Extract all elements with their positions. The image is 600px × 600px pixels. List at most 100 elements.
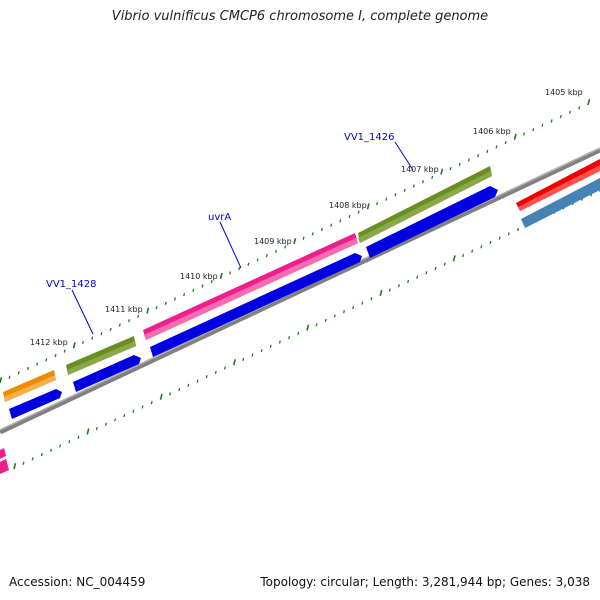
tick-mark — [164, 301, 167, 305]
tick-label: 1405 kbp — [545, 88, 583, 97]
tick-label: 1406 kbp — [473, 127, 511, 136]
tick-mark — [333, 314, 336, 318]
gene-label-uvra[interactable]: uvrA — [208, 212, 231, 223]
tick-mark — [146, 307, 150, 314]
gene-feature-shade — [358, 171, 492, 243]
tick-mark — [91, 336, 94, 340]
tick-mark — [59, 444, 62, 448]
tick-mark — [219, 272, 223, 279]
tick-mark — [394, 193, 397, 197]
gene-feature-blue[interactable] — [150, 253, 362, 357]
tick-mark — [550, 119, 553, 123]
tick-mark — [137, 314, 140, 319]
tick-mark — [36, 362, 39, 366]
tick-mark — [587, 98, 591, 106]
gene-label-vv1-1426[interactable]: VV1_1426 — [344, 132, 395, 143]
tick-mark — [425, 271, 428, 275]
tick-mark — [342, 310, 346, 314]
tick-mark — [452, 255, 456, 262]
gene-feature-blue[interactable] — [9, 389, 62, 419]
tick-mark — [431, 175, 434, 180]
tick-mark — [54, 353, 57, 358]
gene-feature-shade — [67, 341, 136, 375]
tick-mark — [238, 266, 241, 271]
tick-mark — [397, 284, 400, 288]
tick-mark — [559, 114, 562, 119]
tick-mark — [223, 366, 226, 370]
accession-text: Accession: NC_004459 — [9, 575, 146, 589]
tick-mark — [95, 426, 98, 431]
tick-mark — [467, 158, 470, 162]
tick-mark — [376, 201, 379, 206]
tick-mark — [169, 392, 172, 396]
genome-summary-text: Topology: circular; Length: 3,281,944 bp… — [260, 575, 590, 589]
tick-mark — [278, 340, 281, 344]
tick-mark — [348, 214, 351, 219]
tick-mark — [486, 149, 489, 153]
reverse-features — [0, 178, 600, 474]
tick-mark — [489, 240, 492, 245]
tick-mark — [288, 336, 291, 340]
chromosome-backbone — [0, 147, 600, 435]
tick-mark — [229, 271, 232, 275]
tick-mark — [293, 237, 297, 245]
tick-mark — [388, 288, 391, 292]
tick-mark — [150, 401, 153, 405]
tick-mark — [462, 253, 465, 258]
tick-mark — [232, 359, 237, 366]
tick-mark — [123, 413, 126, 418]
tick-mark — [178, 388, 181, 392]
tick-mark — [302, 236, 305, 240]
tick-mark — [114, 418, 117, 422]
tick-mark — [315, 323, 318, 327]
tick-mark — [100, 332, 103, 336]
tick-mark — [385, 197, 388, 201]
tick-mark — [86, 428, 90, 435]
tick-mark — [416, 275, 419, 279]
tick-mark — [516, 227, 519, 232]
tick-mark — [495, 145, 498, 149]
tick-mark — [251, 353, 254, 357]
gene-feature-shade — [518, 165, 600, 211]
map-title: Vibrio vulnificus CMCP6 chromosome I, co… — [111, 9, 489, 24]
tick-mark — [504, 141, 507, 145]
tick-label: 1408 kbp — [329, 201, 367, 210]
tick-mark — [77, 435, 80, 439]
tick-mark — [214, 370, 217, 374]
tick-mark — [480, 245, 483, 249]
tick-mark — [284, 245, 287, 249]
tick-mark — [269, 344, 272, 348]
tick-mark — [361, 301, 364, 305]
gene-label-vv1-1428[interactable]: VV1_1428 — [46, 279, 97, 290]
tick-mark — [127, 319, 131, 323]
tick-mark — [407, 279, 410, 284]
gene-feature-pink-edge[interactable] — [0, 459, 9, 474]
tick-mark — [265, 253, 268, 258]
tick-mark — [311, 232, 314, 236]
tick-mark — [357, 210, 360, 214]
tick-mark — [297, 331, 300, 335]
gene-label-leader — [219, 221, 242, 269]
tick-mark — [532, 127, 535, 132]
gene-feature-blue[interactable] — [73, 355, 141, 392]
tick-mark — [324, 318, 327, 323]
tick-mark — [183, 293, 186, 297]
lower-tick-scale — [13, 188, 600, 470]
tick-mark — [421, 180, 425, 184]
tick-mark — [541, 123, 544, 127]
tick-mark — [0, 376, 3, 384]
tick-mark — [498, 236, 501, 240]
gene-feature-steelblue[interactable] — [521, 178, 600, 228]
tick-mark — [471, 249, 474, 253]
gene-feature-pink-edge[interactable] — [0, 448, 6, 459]
gene-label-leader — [394, 141, 414, 171]
gene-label-leader — [71, 289, 94, 335]
tick-mark — [104, 422, 107, 426]
tick-mark — [132, 409, 135, 413]
tick-label: 1409 kbp — [254, 237, 292, 246]
tick-label: 1410 kbp — [180, 272, 218, 281]
tick-mark — [578, 106, 581, 110]
tick-mark — [242, 357, 245, 361]
gene-feature-blue[interactable] — [366, 186, 498, 258]
tick-mark — [513, 133, 517, 140]
